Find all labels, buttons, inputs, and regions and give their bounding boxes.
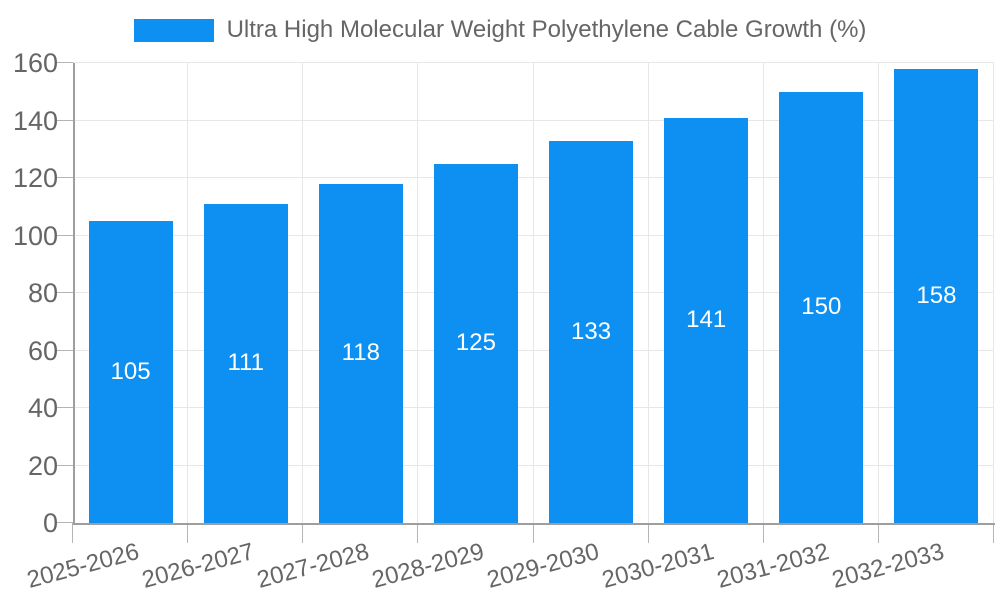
gridline-vertical <box>877 63 879 523</box>
gridline-horizontal <box>73 62 994 63</box>
bar[interactable]: 105 <box>88 221 173 523</box>
y-axis-tick <box>57 407 73 408</box>
bar-value-label: 133 <box>571 317 612 345</box>
y-tick-label: 80 <box>27 278 58 308</box>
bar-value-label: 111 <box>227 349 264 377</box>
y-axis-tick <box>57 62 73 63</box>
gridline-horizontal <box>73 177 994 178</box>
x-axis-tick <box>72 523 73 543</box>
bar-value-label: 105 <box>110 358 151 386</box>
gridline-vertical <box>647 63 649 523</box>
gridline-vertical <box>187 63 189 523</box>
bar[interactable]: 150 <box>779 91 864 523</box>
x-axis-tick <box>417 523 419 543</box>
y-tick-label: 120 <box>12 163 58 193</box>
y-tick-label: 0 <box>42 508 58 538</box>
gridline-vertical <box>532 63 534 523</box>
legend: Ultra High Molecular Weight Polyethylene… <box>0 16 1000 44</box>
gridline-horizontal <box>73 292 994 293</box>
x-axis-tick <box>877 523 879 543</box>
legend-label: Ultra High Molecular Weight Polyethylene… <box>226 16 867 43</box>
gridline-vertical <box>762 63 764 523</box>
y-axis-tick <box>57 234 73 236</box>
x-axis-tick <box>647 523 649 543</box>
y-axis-tick <box>57 349 73 351</box>
y-axis-tick <box>57 292 73 293</box>
bar[interactable]: 141 <box>664 117 749 523</box>
y-tick-label: 100 <box>12 220 58 251</box>
plot-area: 105 111 118 125 133 141 150 158 <box>73 62 994 523</box>
bar-value-label: 118 <box>341 339 380 367</box>
y-tick-label: 40 <box>27 393 58 423</box>
y-axis-tick <box>57 119 73 121</box>
y-axis-tick <box>57 177 73 178</box>
bar[interactable]: 111 <box>203 203 288 523</box>
bar-value-label: 158 <box>916 281 957 309</box>
gridline-horizontal <box>73 407 994 408</box>
x-axis-line <box>73 523 995 525</box>
x-axis-tick <box>532 523 534 543</box>
bar[interactable]: 133 <box>549 140 634 523</box>
y-axis-tick <box>57 464 73 466</box>
y-tick-label: 160 <box>12 48 58 78</box>
gridline-horizontal <box>73 464 994 466</box>
y-axis-line <box>73 63 75 523</box>
gridline-horizontal <box>73 349 994 351</box>
gridline-vertical <box>302 63 304 523</box>
x-axis-tick <box>187 523 189 543</box>
bar-value-label: 141 <box>686 306 727 334</box>
y-axis-tick <box>57 522 73 523</box>
gridline-horizontal <box>73 119 994 121</box>
bar[interactable]: 158 <box>894 68 979 523</box>
y-tick-label: 140 <box>12 105 58 136</box>
gridline-vertical <box>993 63 994 523</box>
gridline-horizontal <box>73 234 994 236</box>
bar[interactable]: 125 <box>433 163 518 523</box>
x-axis-tick <box>993 523 994 543</box>
legend-swatch-icon <box>133 18 214 42</box>
gridline-vertical <box>417 63 419 523</box>
x-axis-tick <box>302 523 304 543</box>
bar-value-label: 150 <box>801 293 842 321</box>
y-tick-label: 60 <box>27 335 58 366</box>
bar-value-label: 125 <box>455 329 496 357</box>
y-tick-label: 20 <box>27 450 58 481</box>
x-axis-tick <box>762 523 764 543</box>
legend-item[interactable]: Ultra High Molecular Weight Polyethylene… <box>133 16 867 44</box>
bar[interactable]: 118 <box>318 183 403 523</box>
